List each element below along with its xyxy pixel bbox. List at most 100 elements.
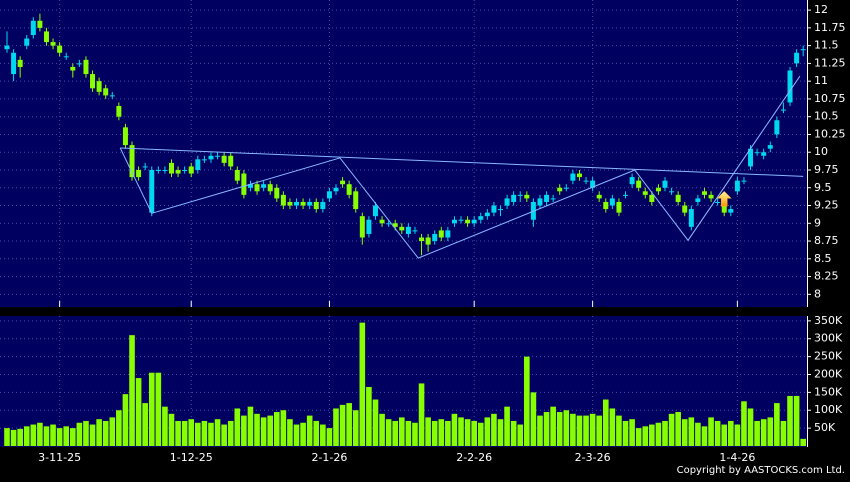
candle-body: [623, 194, 629, 196]
candle-body: [188, 166, 194, 174]
candle-body: [478, 216, 484, 220]
volume-bar: [701, 426, 708, 446]
y-tick-label: 8: [814, 287, 821, 300]
volume-bar: [162, 406, 168, 446]
volume-bar: [491, 413, 497, 446]
volume-bar: [681, 419, 688, 446]
volume-bar: [405, 420, 412, 446]
volume-bar: [56, 428, 63, 446]
candle-body: [169, 162, 174, 174]
volume-bar: [714, 420, 721, 446]
volume-bar: [287, 419, 293, 446]
candle-body: [57, 45, 63, 53]
y-tick-label: 11.25: [814, 56, 846, 69]
volume-bar: [63, 426, 70, 446]
candle-body: [563, 187, 569, 189]
y-tick-label: 11: [814, 74, 828, 87]
candle-body: [603, 201, 609, 210]
volume-bar: [30, 424, 37, 446]
volume-bar: [320, 424, 326, 446]
x-tick-label: 1-12-25: [170, 451, 213, 464]
candle-body: [17, 59, 23, 67]
candle-body: [215, 155, 221, 157]
candle-body: [30, 20, 36, 35]
candle-body: [346, 184, 352, 195]
volume-bar: [102, 420, 109, 446]
volume-bar: [550, 406, 556, 446]
candle-body: [109, 95, 115, 97]
volume-bar: [76, 422, 83, 446]
candle-body: [504, 198, 510, 206]
volume-bar: [524, 356, 530, 446]
candle-body: [83, 59, 89, 75]
volume-bar: [43, 426, 50, 446]
x-tick-label: 3-11-25: [38, 451, 81, 464]
volume-bar: [359, 322, 366, 446]
y-tick-label: 8.75: [814, 234, 839, 247]
volume-bar: [767, 417, 774, 446]
candle-body: [432, 233, 438, 242]
credit: Copyright by AASTOCKS.com Ltd.: [677, 465, 845, 476]
volume-bar: [570, 413, 576, 446]
volume-bar: [372, 399, 379, 446]
volume-bar: [695, 422, 701, 446]
volume-bar: [708, 417, 714, 446]
volume-bar: [155, 372, 162, 446]
volume-bar: [333, 408, 339, 446]
volume-bar: [596, 415, 602, 446]
candle-body: [372, 205, 378, 217]
candle-body: [458, 219, 464, 221]
candle-body: [636, 180, 642, 188]
candle-body: [787, 70, 793, 103]
signal-arrow: [716, 190, 732, 207]
candle-body: [195, 159, 201, 170]
candle-body: [511, 194, 517, 202]
candle-body: [182, 169, 188, 171]
candle-body: [550, 198, 556, 200]
candle-body: [675, 194, 681, 202]
candle-body: [208, 155, 214, 160]
volume-bar: [234, 408, 241, 446]
candle-body: [445, 230, 451, 238]
volume-bar: [96, 419, 102, 446]
candle-body: [662, 180, 668, 188]
y-tick-label: 350K: [814, 314, 843, 327]
volume-bar: [741, 401, 747, 446]
volume-bar: [267, 415, 273, 446]
volume-bar: [181, 420, 188, 446]
y-tick-label: 150K: [814, 385, 843, 398]
candle-body: [149, 169, 155, 213]
y-tick-label: 10.25: [814, 127, 846, 140]
x-tick-label: 2-3-26: [575, 451, 611, 464]
volume-bar: [800, 438, 806, 446]
candle-body: [728, 209, 734, 213]
candle-body: [701, 191, 707, 195]
candle-body: [294, 201, 300, 206]
candle-body: [596, 194, 602, 199]
y-tick-label: 9.5: [814, 181, 832, 194]
candle-body: [379, 219, 385, 224]
volume-bar: [280, 410, 287, 446]
volume-bar: [306, 415, 313, 446]
volume-bar: [109, 417, 116, 446]
candle-body: [333, 187, 339, 192]
candle-body: [43, 31, 49, 43]
trendline: [120, 147, 804, 177]
volume-bar: [662, 420, 668, 446]
volume-bar: [780, 420, 787, 446]
candle-body: [609, 198, 615, 206]
volume-bar: [385, 419, 392, 446]
candle-body: [695, 198, 701, 202]
y-tick-label: 200K: [814, 367, 843, 380]
candle-body: [392, 223, 398, 227]
volume-bar: [142, 403, 148, 446]
volume-bar: [70, 428, 76, 446]
candle-body: [544, 194, 550, 202]
candle-body: [682, 205, 688, 213]
candle-body: [386, 223, 392, 225]
candle-body: [122, 127, 128, 146]
volume-bar: [168, 413, 175, 446]
candle-body: [340, 180, 346, 185]
y-tick-label: 250K: [814, 350, 843, 363]
